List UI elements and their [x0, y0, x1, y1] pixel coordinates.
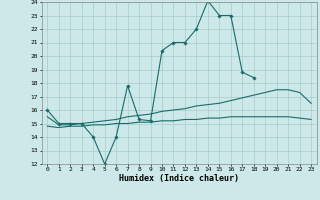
- X-axis label: Humidex (Indice chaleur): Humidex (Indice chaleur): [119, 174, 239, 183]
